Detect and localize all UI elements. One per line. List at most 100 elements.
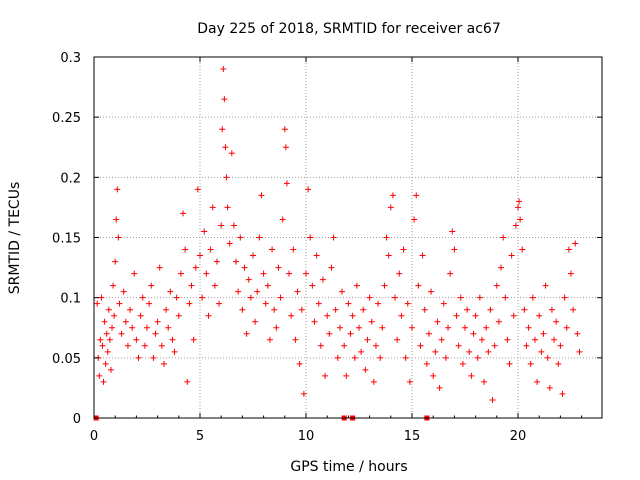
data-point bbox=[247, 294, 254, 301]
data-point bbox=[290, 246, 297, 253]
data-point bbox=[286, 270, 293, 277]
data-point bbox=[110, 282, 117, 289]
data-point bbox=[559, 390, 566, 397]
data-point bbox=[415, 282, 422, 289]
data-point bbox=[572, 240, 579, 247]
data-point bbox=[144, 324, 150, 331]
data-point bbox=[334, 354, 341, 361]
x-axis-ticks: 0 5 10 15 20 bbox=[90, 57, 583, 444]
data-point bbox=[462, 324, 468, 331]
data-point bbox=[347, 330, 354, 337]
data-point bbox=[423, 360, 430, 367]
chart-title: Day 225 of 2018, SRMTID for receiver ac6… bbox=[197, 21, 501, 37]
data-point bbox=[102, 360, 109, 367]
data-point bbox=[115, 234, 122, 241]
data-point bbox=[379, 324, 386, 331]
data-point bbox=[260, 270, 267, 277]
data-points bbox=[94, 66, 583, 403]
data-point bbox=[228, 150, 235, 157]
data-point bbox=[120, 288, 127, 295]
y-tick-label: 0.3 bbox=[60, 51, 81, 66]
data-point bbox=[568, 270, 574, 277]
data-point bbox=[104, 348, 111, 355]
data-point bbox=[211, 282, 218, 289]
data-point bbox=[517, 216, 524, 223]
data-point bbox=[555, 360, 562, 367]
data-point bbox=[574, 330, 581, 337]
data-point bbox=[364, 336, 371, 343]
data-point bbox=[111, 312, 118, 319]
data-point bbox=[330, 234, 337, 241]
data-point bbox=[493, 282, 500, 289]
data-point bbox=[256, 234, 263, 241]
data-point bbox=[406, 378, 413, 385]
data-point bbox=[296, 360, 303, 367]
data-point bbox=[455, 342, 462, 349]
data-point bbox=[226, 240, 233, 247]
data-point bbox=[440, 300, 447, 307]
data-point bbox=[504, 336, 511, 343]
data-point bbox=[368, 318, 375, 325]
data-point bbox=[447, 270, 454, 277]
data-point bbox=[124, 342, 131, 349]
data-point bbox=[521, 306, 528, 313]
data-point bbox=[576, 348, 583, 355]
y-tick-label: 0.15 bbox=[52, 232, 81, 247]
data-point bbox=[163, 306, 170, 313]
data-point bbox=[449, 228, 456, 235]
data-point bbox=[525, 324, 532, 331]
data-point bbox=[190, 336, 197, 343]
data-point bbox=[464, 306, 471, 313]
data-point bbox=[351, 354, 358, 361]
data-point bbox=[207, 246, 214, 253]
data-point bbox=[139, 294, 146, 301]
data-point bbox=[116, 300, 123, 307]
data-point bbox=[396, 270, 403, 277]
data-point bbox=[317, 342, 324, 349]
data-point bbox=[356, 324, 362, 331]
data-point bbox=[266, 336, 273, 343]
data-point bbox=[281, 126, 288, 133]
data-point bbox=[173, 294, 180, 301]
data-point bbox=[113, 216, 120, 223]
data-point bbox=[305, 186, 312, 193]
data-point bbox=[243, 330, 250, 337]
data-point bbox=[180, 210, 187, 217]
data-point bbox=[315, 300, 322, 307]
data-point bbox=[377, 354, 384, 361]
data-point bbox=[258, 192, 265, 199]
data-point bbox=[421, 306, 428, 313]
data-point bbox=[237, 234, 244, 241]
data-point bbox=[442, 354, 449, 361]
data-point bbox=[523, 342, 530, 349]
data-point bbox=[360, 306, 367, 313]
data-point bbox=[112, 258, 119, 265]
data-point bbox=[292, 336, 299, 343]
data-point bbox=[307, 234, 314, 241]
data-point bbox=[146, 300, 153, 307]
data-point bbox=[472, 312, 479, 319]
data-point bbox=[223, 174, 230, 181]
data-point bbox=[324, 312, 331, 319]
data-point bbox=[516, 198, 523, 205]
y-tick-label: 0.1 bbox=[60, 292, 81, 307]
data-point bbox=[97, 336, 104, 343]
y-tick-label: 0 bbox=[73, 412, 81, 427]
data-point bbox=[445, 324, 452, 331]
data-point bbox=[508, 252, 515, 259]
data-point bbox=[175, 312, 182, 319]
data-point bbox=[222, 144, 229, 151]
data-point bbox=[389, 192, 396, 199]
data-point bbox=[137, 312, 144, 319]
data-point bbox=[169, 336, 176, 343]
data-point bbox=[540, 330, 547, 337]
data-point bbox=[133, 336, 140, 343]
data-point bbox=[519, 246, 526, 253]
data-point bbox=[557, 342, 564, 349]
data-point bbox=[224, 204, 231, 211]
x-tick-label: 15 bbox=[404, 429, 421, 444]
data-point bbox=[459, 360, 466, 367]
data-point bbox=[502, 294, 509, 301]
data-point bbox=[476, 294, 483, 301]
